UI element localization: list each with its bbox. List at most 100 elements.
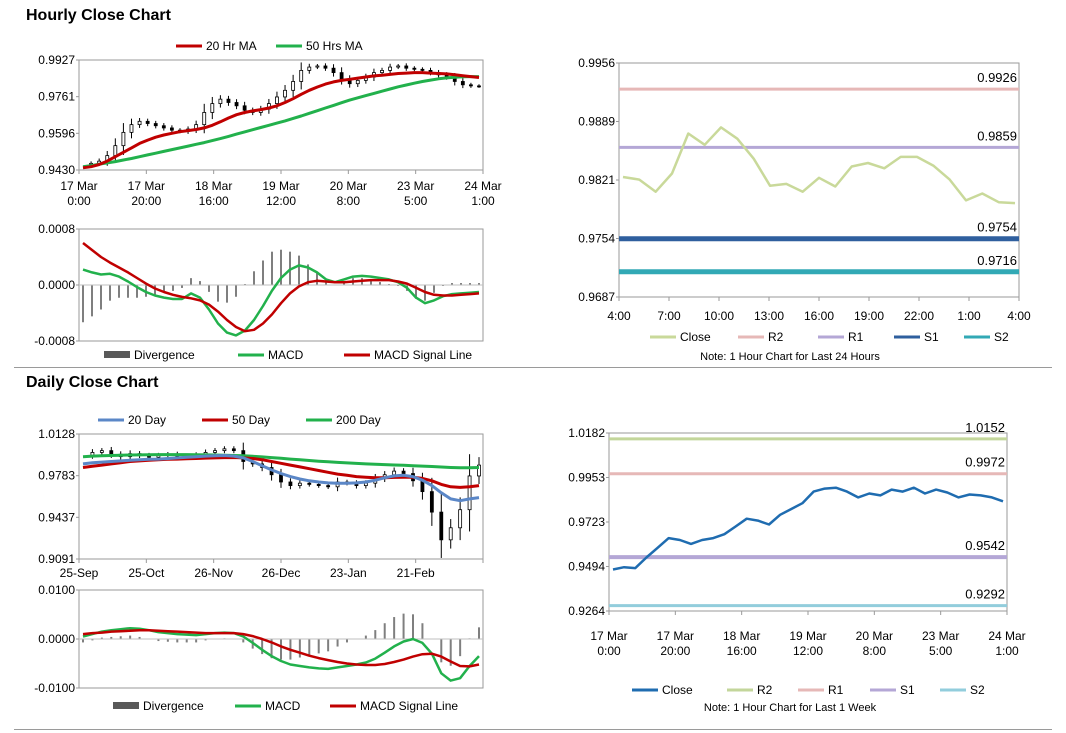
hourly-levels-x-tick: 22:00 (904, 309, 934, 323)
legend-label: MACD Signal Line (360, 699, 458, 713)
candle-body (297, 482, 302, 486)
legend-label: S1 (924, 330, 939, 344)
candle-body (121, 131, 126, 147)
legend-label: R1 (848, 330, 864, 344)
daily-levels-frame (608, 432, 1008, 612)
daily-levels-x-tick: 23 Mar (922, 629, 959, 643)
hourly-price-frame (78, 59, 484, 171)
daily-levels-y-tick: 0.9723 (568, 515, 605, 529)
hourly-price-x-tick: 16:00 (199, 194, 229, 208)
candle-body (469, 84, 473, 87)
level-label-r1: 0.9859 (977, 128, 1017, 143)
candle-body (222, 448, 227, 452)
daily-levels-x-tick: 5:00 (929, 644, 953, 658)
candle-body (315, 65, 320, 68)
candle-body (307, 482, 312, 485)
candle-body (99, 450, 104, 453)
candle-body (288, 481, 293, 486)
candle-body (275, 96, 279, 105)
level-label-s2: 0.9716 (977, 253, 1017, 268)
candle-body (145, 120, 150, 124)
candle-body (242, 105, 247, 111)
daily-price-y-tick: 0.9091 (38, 552, 75, 566)
candle-body (153, 123, 158, 127)
hourly-price-x-tick: 12:00 (266, 194, 296, 208)
macd-line (82, 264, 480, 337)
daily-levels-y-tick: 1.0182 (568, 426, 605, 440)
candle-body (458, 509, 463, 529)
hourly-levels-x-tick: 19:00 (854, 309, 884, 323)
legend-label: S1 (900, 683, 915, 697)
hourly-levels-x-tick: 10:00 (704, 309, 734, 323)
legend-label: Divergence (143, 699, 204, 713)
candle-body (234, 102, 239, 107)
daily-price-x-tick: 23-Jan (330, 566, 367, 580)
ma50-line (82, 75, 479, 169)
hourly-price-y-tick: 0.9596 (38, 126, 75, 140)
legend-label: MACD (265, 699, 301, 713)
hourly-price-x-tick: 23 Mar (397, 179, 434, 193)
legend-label: Close (662, 683, 693, 697)
level-label-r2: 0.9926 (977, 70, 1017, 85)
candle-body (161, 125, 166, 129)
candle-body (396, 65, 401, 68)
daily-price-x-tick: 25-Oct (128, 566, 165, 580)
hourly-price-x-tick: 17 Mar (128, 179, 165, 193)
hourly-price-x-tick: 19 Mar (262, 179, 299, 193)
candle-body (326, 485, 331, 488)
candle-body (279, 474, 283, 483)
daily-price-x-tick: 25-Sep (60, 566, 99, 580)
candle-body (218, 98, 223, 105)
hourly-levels-x-tick: 1:00 (957, 309, 981, 323)
candle-body (401, 470, 406, 474)
candle-body (283, 89, 287, 98)
daily-macd-y-tick: 0.0100 (38, 583, 75, 597)
macd-signal-line (82, 628, 480, 668)
daily-price-y-tick: 1.0128 (38, 427, 75, 441)
daily-levels-x-tick: 1:00 (995, 644, 1019, 658)
daily-macd-y-tick: -0.0100 (34, 681, 75, 695)
daily-levels-x-tick: 16:00 (727, 644, 757, 658)
legend-label: R2 (768, 330, 784, 344)
legend-label: Close (680, 330, 711, 344)
candle-body (477, 464, 481, 477)
candle-body (226, 98, 231, 103)
candle-body (429, 491, 434, 513)
daily-levels-x-tick: 8:00 (863, 644, 887, 658)
candle-body (210, 103, 215, 113)
daily-price-x-tick: 26-Dec (262, 566, 301, 580)
level-label-s1: 0.9542 (965, 538, 1005, 553)
daily-levels-x-tick: 12:00 (793, 644, 823, 658)
level-label-s1: 0.9754 (977, 220, 1017, 235)
candle-body (331, 67, 336, 74)
candle-body (129, 124, 134, 133)
candle-body (231, 448, 236, 452)
legend-swatch (113, 702, 139, 709)
level-label-r1: 0.9972 (965, 455, 1005, 470)
candle-body (477, 85, 481, 88)
candle-body (307, 66, 312, 71)
candle-body (137, 120, 142, 126)
hourly-price-x-tick: 17 Mar (60, 179, 97, 193)
legend-label: 50 Hrs MA (306, 39, 363, 53)
daily-levels-x-tick: 19 Mar (789, 629, 826, 643)
daily-price-x-tick: 21-Feb (397, 566, 435, 580)
candle-body (460, 81, 465, 86)
daily-levels-x-tick: 20 Mar (856, 629, 893, 643)
hourly-levels-x-tick: 4:00 (1007, 309, 1031, 323)
candle-body (388, 66, 393, 71)
legend-label: Divergence (134, 348, 195, 362)
hourly-price-x-tick: 1:00 (471, 194, 495, 208)
candle-body (169, 127, 174, 131)
hourly-price-y-tick: 0.9430 (38, 163, 75, 177)
hourly-macd-y-tick: 0.0008 (38, 222, 75, 236)
ma200-line (82, 453, 480, 470)
daily-levels-x-tick: 0:00 (597, 644, 621, 658)
macd-signal-line (82, 242, 480, 333)
daily-levels-x-tick: 17 Mar (657, 629, 694, 643)
bottom-divider (14, 729, 1052, 730)
candle-body (404, 65, 409, 69)
daily-levels-y-tick: 0.9494 (568, 560, 605, 574)
candle-body (355, 79, 360, 85)
